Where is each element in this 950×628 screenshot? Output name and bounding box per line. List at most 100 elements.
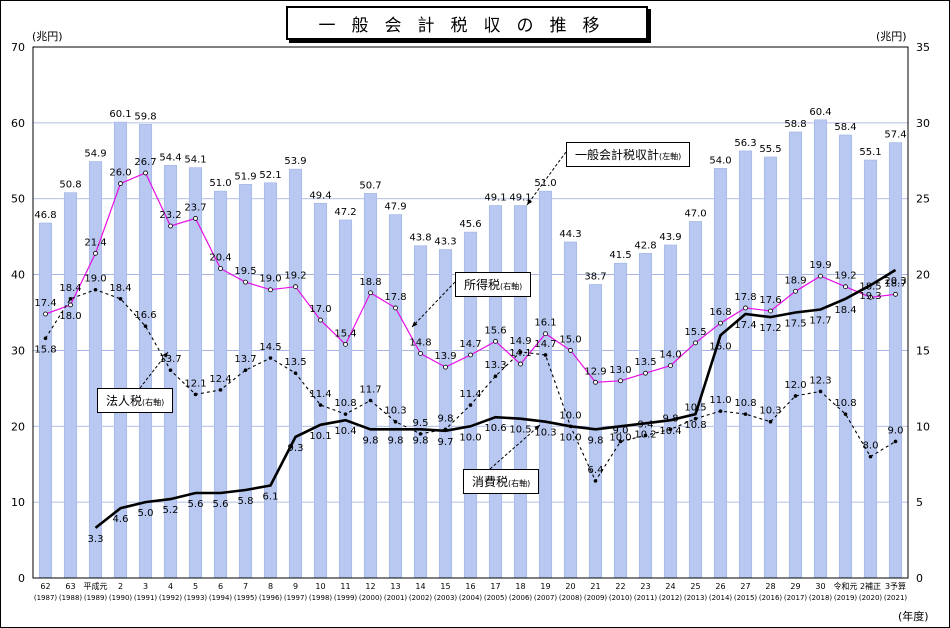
point-label-income: 17.0 — [309, 304, 331, 315]
point-label-corporate: 10.3 — [759, 406, 781, 417]
x-tick-era: 7 — [243, 582, 248, 591]
point-label-income: 18.7 — [884, 278, 906, 289]
point-income — [393, 305, 398, 311]
point-corporate — [193, 392, 198, 397]
bar-value-label: 43.9 — [659, 232, 681, 243]
point-label-corporate: 15.8 — [34, 344, 56, 355]
point-label-corporate: 13.7 — [234, 354, 256, 365]
x-tick-era: 63 — [65, 582, 75, 591]
bar-total — [588, 284, 603, 579]
point-corporate — [268, 356, 273, 360]
point-label-income: 13.0 — [609, 365, 631, 376]
point-corporate — [393, 419, 398, 424]
point-label-corporate: 18.4 — [109, 283, 131, 294]
point-income — [518, 361, 523, 367]
callout-arrowhead — [527, 199, 533, 205]
x-tick-year: (1993) — [184, 594, 208, 602]
point-label-consumption: 20.3 — [884, 276, 906, 287]
point-label-income: 13.5 — [634, 357, 656, 368]
point-income — [93, 250, 98, 256]
x-tick-era: 16 — [465, 582, 475, 591]
point-label-income: 12.9 — [584, 366, 606, 377]
x-tick-year: (2016) — [759, 594, 783, 602]
point-corporate — [43, 336, 48, 341]
point-income — [243, 279, 248, 285]
point-corporate — [493, 374, 498, 379]
point-label-consumption: 5.6 — [213, 499, 229, 510]
point-label-corporate: 9.8 — [438, 413, 454, 424]
point-corporate — [843, 412, 848, 416]
point-corporate — [643, 433, 648, 438]
x-tick-era: 22 — [615, 582, 625, 591]
x-tick-era: 62 — [40, 582, 50, 591]
x-tick-era: 15 — [440, 582, 450, 591]
callout-arrow — [411, 281, 456, 328]
x-tick-year: (2005) — [484, 594, 508, 602]
point-label-consumption: 9.8 — [588, 435, 604, 446]
bar-value-label: 60.1 — [109, 109, 131, 120]
point-income — [443, 364, 448, 370]
point-label-income: 19.2 — [284, 271, 306, 282]
point-label-income: 15.0 — [559, 334, 581, 345]
x-tick-year: (2011) — [634, 594, 658, 602]
point-income — [143, 170, 148, 176]
right-tick-label: 30 — [916, 117, 930, 130]
point-corporate — [718, 409, 723, 413]
point-label-corporate: 14.7 — [534, 339, 556, 350]
point-label-income: 14.7 — [459, 339, 481, 350]
point-income — [193, 216, 198, 221]
point-label-consumption: 4.6 — [113, 514, 129, 525]
point-label-income: 20.4 — [209, 253, 231, 264]
point-label-corporate: 10.8 — [734, 398, 756, 409]
point-label-income: 19.2 — [834, 271, 856, 282]
point-corporate — [168, 368, 173, 372]
right-tick-label: 10 — [916, 420, 930, 433]
point-label-corporate: 11.4 — [459, 389, 481, 400]
left-tick-label: 40 — [11, 269, 25, 282]
point-corporate — [543, 353, 548, 357]
point-income — [43, 311, 48, 317]
point-label-income: 17.4 — [34, 298, 56, 309]
bar-value-label: 51.0 — [209, 178, 231, 189]
point-corporate — [418, 432, 423, 436]
bar-value-label: 49.4 — [309, 190, 331, 201]
x-tick-year: (2015) — [734, 594, 758, 602]
point-label-income: 23.2 — [159, 210, 181, 221]
bar-total — [838, 134, 853, 579]
callout-arrow — [526, 151, 567, 206]
point-income — [643, 370, 648, 376]
point-income — [868, 294, 873, 300]
bar-total — [238, 184, 253, 579]
left-tick-label: 20 — [11, 420, 25, 433]
x-tick-year: (1996) — [259, 594, 283, 602]
bar-total — [38, 222, 53, 579]
bar-value-label: 54.0 — [709, 155, 731, 166]
point-label-income: 16.1 — [534, 318, 556, 329]
bar-value-label: 44.3 — [559, 229, 581, 240]
point-label-corporate: 10.0 — [559, 410, 581, 421]
point-corporate — [143, 324, 148, 328]
point-label-corporate: 10.3 — [384, 406, 406, 417]
point-label-corporate: 13.7 — [159, 354, 181, 365]
x-tick-year: (2010) — [609, 594, 633, 602]
bar-total — [663, 244, 678, 579]
chart-title: 一般会計税収の推移 — [286, 6, 648, 40]
point-label-income: 14.8 — [409, 337, 431, 348]
bar-total — [88, 161, 103, 579]
point-income — [218, 266, 223, 271]
x-tick-era: 30 — [815, 582, 825, 591]
bar-total — [638, 253, 653, 579]
point-label-consumption: 5.6 — [188, 499, 204, 510]
left-tick-label: 30 — [11, 344, 25, 357]
point-corporate — [93, 287, 98, 292]
point-income — [543, 331, 548, 337]
point-corporate — [593, 479, 598, 483]
x-tick-year: (1989) — [84, 594, 108, 602]
point-label-consumption: 10.0 — [559, 432, 581, 443]
point-corporate — [743, 412, 748, 416]
x-tick-year: (2008) — [559, 594, 583, 602]
x-tick-year: (1988) — [59, 594, 83, 602]
x-tick-era: 29 — [790, 582, 800, 591]
x-tick-year: (1992) — [159, 594, 183, 602]
